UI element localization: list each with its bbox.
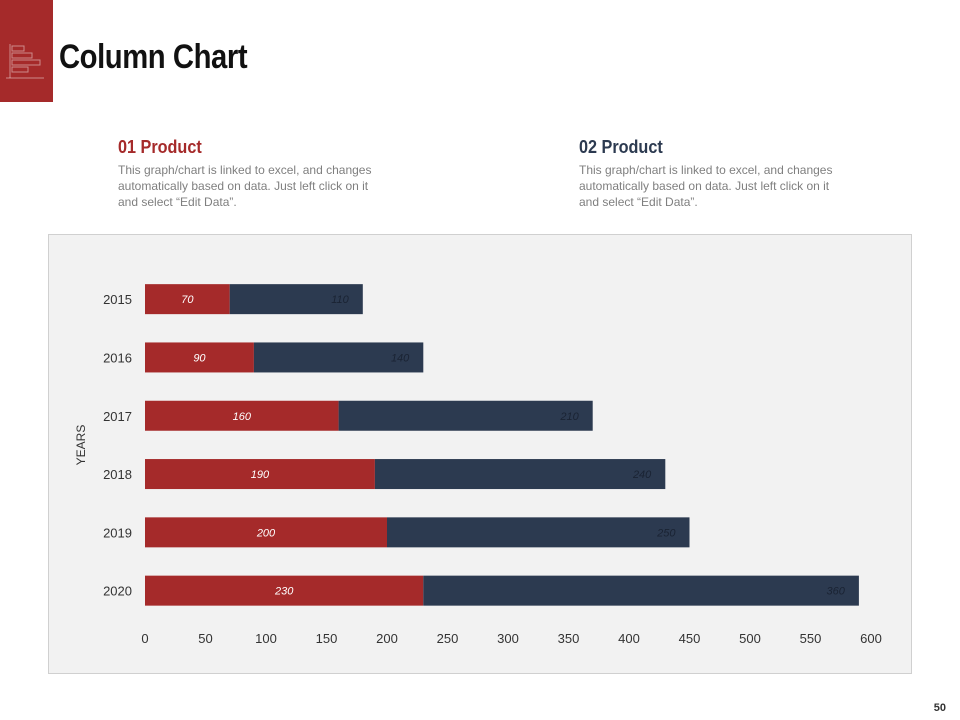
bar-segment-series-1 bbox=[145, 459, 375, 490]
x-tick-label: 300 bbox=[497, 631, 519, 646]
data-label: 190 bbox=[251, 469, 270, 481]
x-tick-label: 200 bbox=[376, 631, 398, 646]
page-title: Column Chart bbox=[59, 38, 248, 76]
bar-segment-series-2 bbox=[253, 342, 424, 373]
data-label: 250 bbox=[656, 527, 676, 539]
data-label: 110 bbox=[331, 294, 349, 306]
product-2-block: 02 Product This graph/chart is linked to… bbox=[579, 137, 839, 210]
data-label: 200 bbox=[256, 527, 276, 539]
x-tick-label: 600 bbox=[860, 631, 882, 646]
y-tick-label: 2020 bbox=[103, 584, 132, 599]
product-1-heading: 01 Product bbox=[118, 137, 202, 157]
chart-panel[interactable]: 2015 70 110 2016 90 140 2017 160 210 2018 190 240 20… bbox=[48, 234, 912, 674]
logo-box bbox=[0, 0, 53, 102]
product-2-heading: 02 Product bbox=[579, 137, 663, 157]
bar-chart[interactable]: 2015 70 110 2016 90 140 2017 160 210 2018 190 240 20… bbox=[49, 235, 913, 675]
data-label: 360 bbox=[827, 586, 846, 598]
chart-logo-icon bbox=[6, 44, 44, 79]
x-tick-label: 150 bbox=[316, 631, 338, 646]
bar-segment-series-1 bbox=[145, 342, 254, 373]
y-tick-label: 2017 bbox=[103, 409, 132, 424]
bar-segment-series-2 bbox=[338, 400, 593, 431]
bar-segment-series-2 bbox=[423, 575, 859, 606]
bar-segment-series-2 bbox=[374, 459, 666, 490]
bar-segment-series-1 bbox=[145, 517, 387, 548]
x-tick-label: 250 bbox=[437, 631, 459, 646]
y-axis-label: YEARS bbox=[74, 425, 88, 466]
data-label: 140 bbox=[391, 352, 410, 364]
x-tick-label: 550 bbox=[800, 631, 822, 646]
x-tick-label: 0 bbox=[141, 631, 148, 646]
bar-segment-series-2 bbox=[387, 517, 690, 548]
data-label: 240 bbox=[632, 469, 652, 481]
bar-segment-series-1 bbox=[145, 400, 339, 431]
product-2-description: This graph/chart is linked to excel, and… bbox=[579, 163, 833, 209]
data-label: 160 bbox=[233, 411, 252, 423]
y-tick-label: 2018 bbox=[103, 467, 132, 482]
y-tick-label: 2019 bbox=[103, 525, 132, 540]
data-label: 230 bbox=[274, 586, 294, 598]
bar-segment-series-1 bbox=[145, 575, 424, 606]
data-label: 210 bbox=[559, 411, 579, 423]
x-tick-label: 500 bbox=[739, 631, 761, 646]
x-tick-label: 100 bbox=[255, 631, 277, 646]
y-tick-label: 2016 bbox=[103, 350, 132, 365]
page-number: 50 bbox=[933, 702, 946, 714]
bar-segment-series-2 bbox=[229, 284, 363, 315]
data-label: 90 bbox=[193, 352, 206, 364]
product-1-block: 01 Product This graph/chart is linked to… bbox=[118, 137, 378, 210]
x-tick-label: 50 bbox=[198, 631, 212, 646]
product-1-description: This graph/chart is linked to excel, and… bbox=[118, 163, 372, 209]
data-label: 70 bbox=[181, 294, 194, 306]
x-tick-label: 400 bbox=[618, 631, 640, 646]
y-tick-label: 2015 bbox=[103, 292, 132, 307]
x-tick-label: 450 bbox=[679, 631, 701, 646]
bar-segment-series-1 bbox=[145, 284, 230, 315]
x-tick-label: 350 bbox=[558, 631, 580, 646]
